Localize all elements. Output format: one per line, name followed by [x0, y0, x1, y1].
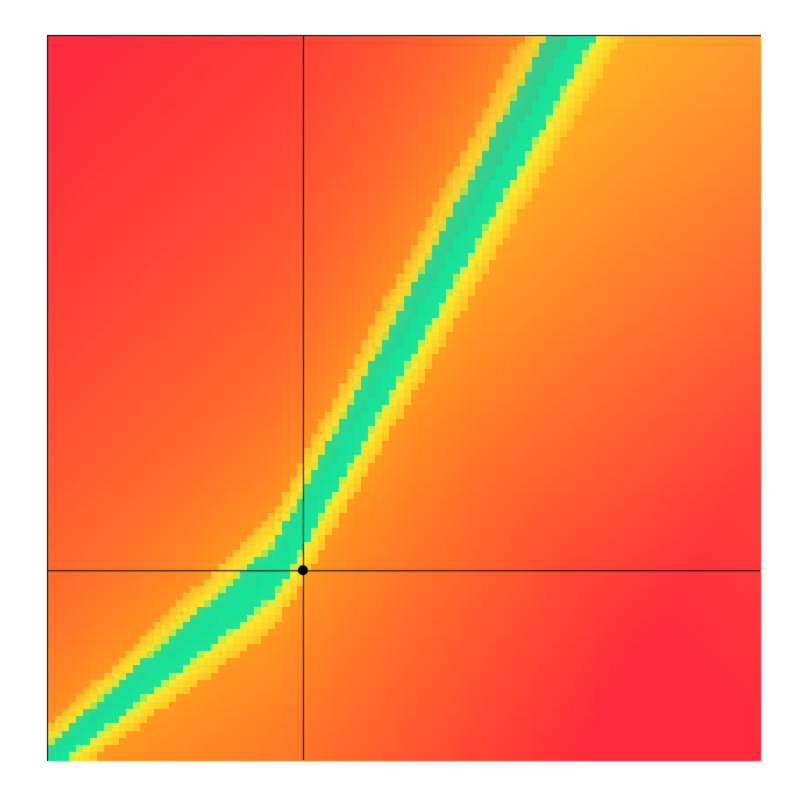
bottleneck-heatmap [0, 0, 800, 800]
